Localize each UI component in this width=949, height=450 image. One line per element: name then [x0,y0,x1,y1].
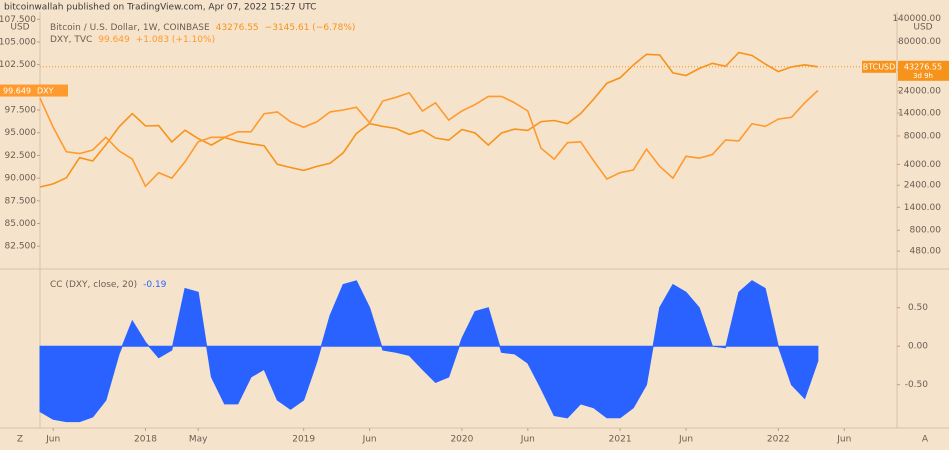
y2-tick-label: 140000.00 [892,14,941,24]
y2-tick-label: 14000.00 [898,109,941,119]
x-tick-label: 2021 [609,435,632,445]
legend-text: −3145.61 (−6.78%) [265,23,356,33]
legend-text: +1.083 (+1.10%) [136,35,215,45]
price-tag [898,60,949,81]
y-tick-label: 95.000 [5,128,37,138]
correlation-area [39,280,819,423]
y2-unit: USD [913,23,932,33]
y-tick-label: 105.000 [0,37,36,47]
countdown-text: 3d 9h [913,72,933,80]
x-tick-label: Jun [678,435,693,445]
y-tick-label: 92.500 [5,151,37,161]
y2-tick-label: 800.00 [910,226,942,236]
y-tick-label: -0.50 [905,380,929,390]
x-tick-label: May [189,435,208,445]
y2-tick-label: 1400.00 [904,203,941,213]
legend-entry: DXY, TVC 99.649 +1.083 (+1.10%) [50,35,215,45]
y2-tick-label: 24000.00 [898,86,941,96]
y2-tick-label: 80000.00 [898,37,941,47]
legend-text: DXY, TVC [50,35,92,45]
price-value: 99.649 [3,86,31,95]
x-tick-label: Jun [45,435,60,445]
indicator-title: CC (DXY, close, 20) [50,280,137,290]
y-unit: USD [10,23,29,33]
price-line [39,89,819,188]
y-tick-label: 87.500 [5,196,37,206]
indicator-value: -0.19 [143,280,167,290]
legend-entry: Bitcoin / U.S. Dollar, 1W, COINBASE 43276… [50,23,355,33]
legend-text: Bitcoin / U.S. Dollar, 1W, COINBASE [50,23,210,33]
symbol-tag-text: DXY [37,86,54,95]
y2-tick-label: 8000.00 [904,131,941,141]
y2-tick-label: 4000.00 [904,160,941,170]
y-tick-label: 85.000 [5,219,37,229]
y-tick-label: 97.500 [5,106,37,116]
x-tick-label: 2020 [450,435,473,445]
y-tick-label: 0.50 [908,303,928,313]
symbol-tag-text: BTCUSD [863,62,896,71]
legend-text: 43276.55 [216,23,259,33]
x-tick-label: Jun [362,435,377,445]
price-line [39,51,819,188]
indicator-legend: CC (DXY, close, 20) -0.19 [50,280,167,290]
symbol-tag [862,60,896,73]
y-tick-label: 107.500 [0,15,36,25]
price-tag-text: 43276.55 [904,62,942,71]
x-tick-label: 2019 [292,435,315,445]
y2-tick-label: 2400.00 [904,181,941,191]
price-tag [0,84,68,97]
x-tick-label: Jun [520,435,535,445]
y2-tick-label: 480.00 [910,247,942,257]
price-tag-text: 99.649 DXY [3,86,54,95]
auto-scale-button[interactable]: A [922,435,929,445]
x-tick-label: 2018 [134,435,157,445]
x-tick-label: 2022 [767,435,790,445]
y-tick-label: 90.000 [5,174,37,184]
timezone-button[interactable]: Z [17,435,23,445]
legend-text: 99.649 [98,35,130,45]
y-tick-label: 82.500 [5,242,37,252]
y-tick-label: 102.500 [0,60,36,70]
y-tick-label: 0.00 [908,342,928,352]
publisher-text: bitcoinwallah published on TradingView.c… [4,3,316,13]
x-tick-label: Jun [836,435,851,445]
